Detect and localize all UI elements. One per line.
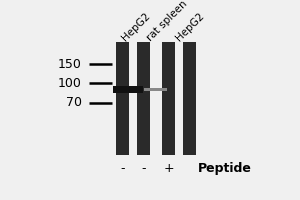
Text: -: - — [120, 162, 124, 175]
Text: HepG2: HepG2 — [173, 11, 206, 43]
Text: HepG2: HepG2 — [120, 11, 152, 43]
Text: rat spleen: rat spleen — [145, 0, 189, 43]
Bar — [113, 86, 143, 93]
Bar — [144, 88, 167, 91]
Text: -: - — [141, 162, 146, 175]
Text: 150: 150 — [58, 58, 82, 71]
Bar — [163, 42, 175, 155]
Text: Peptide: Peptide — [198, 162, 252, 175]
Bar — [116, 42, 129, 155]
Text: 70: 70 — [66, 96, 82, 109]
Text: 100: 100 — [58, 77, 82, 90]
Text: +: + — [164, 162, 174, 175]
Bar — [137, 42, 150, 155]
Bar — [183, 42, 196, 155]
